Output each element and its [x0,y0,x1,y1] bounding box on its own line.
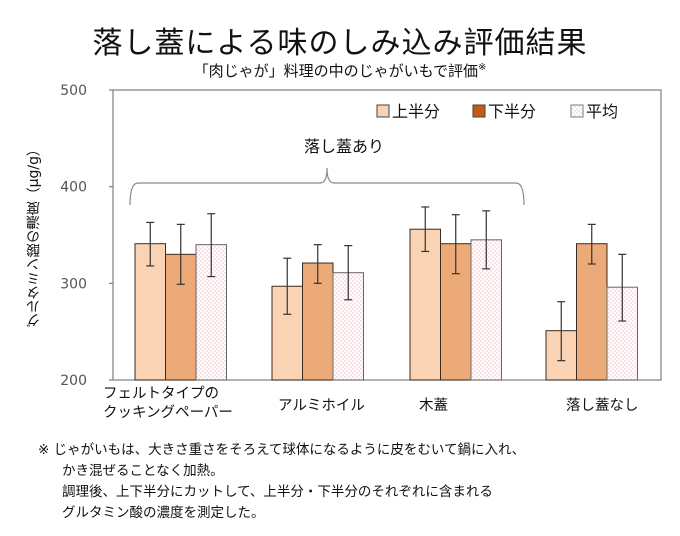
footnote: ※ じゃがいもは、大きさ重さをそろえて球体になるように皮をむいて鍋に入れ、 かき… [38,440,525,524]
category-label-line: 落し蓋なし [566,398,639,414]
bars [134,228,638,381]
chart-subtitle: 「肉じゃが」料理の中のじゃがいもで評価※ [0,60,680,81]
y-axis-ticks: 200 300 400 500 [60,83,113,389]
y-tick-label: 300 [60,276,87,292]
group-brace: 落し蓋あり [129,137,525,206]
category-label: 木蓋 [419,397,448,416]
plot-area [112,89,662,381]
footnote-line-3: 調理後、上下半分にカットして、上半分・下半分のそれぞれに含まれる [62,484,493,500]
legend-swatch-average [570,104,584,118]
brace-path [129,167,525,206]
category-label: 落し蓋なし [566,397,639,416]
category-label-line: 木蓋 [419,398,448,414]
legend-label-lower: 下半分 [488,102,536,121]
legend-label-upper: 上半分 [392,102,440,121]
footnote-text-1: じゃがいもは、大きさ重さをそろえて球体になるように皮をむいて鍋に入れ、 [53,442,526,458]
brace-label: 落し蓋あり [304,137,384,156]
category-label-line: クッキングペーパー [103,405,233,421]
category-label: フェルトタイプの クッキングペーパー [103,385,233,423]
error-bars [146,206,627,362]
category-label-line: フェルトタイプの [103,386,219,402]
footnote-line-2: かき混ぜることなく加熱。 [62,463,224,479]
y-tick-label: 400 [60,180,87,196]
y-tick-label: 500 [60,83,87,99]
bar-lower [576,243,608,381]
legend: 上半分 下半分 平均 [376,102,618,121]
footnote-mark: ※ [38,442,50,458]
subtitle-text: 「肉じゃが」料理の中のじゃがいもで評価 [193,62,478,80]
legend-label-average: 平均 [586,102,618,121]
footnote-line-1: ※ じゃがいもは、大きさ重さをそろえて球体になるように皮をむいて鍋に入れ、 [38,440,525,461]
bar-chart: 200 300 400 500 落し蓋あり 上半分 下半分 平均 [60,83,662,389]
footnote-line-4: グルタミン酸の濃度を測定した。 [62,505,265,521]
chart-title: 落し蓋による味のしみ込み評価結果 [92,26,588,61]
legend-swatch-lower [472,104,486,118]
category-label: アルミホイル [278,397,365,416]
y-tick-label: 200 [60,373,87,389]
subtitle-note-mark: ※ [478,62,487,73]
category-label-line: アルミホイル [278,398,365,414]
legend-swatch-upper [376,104,390,118]
